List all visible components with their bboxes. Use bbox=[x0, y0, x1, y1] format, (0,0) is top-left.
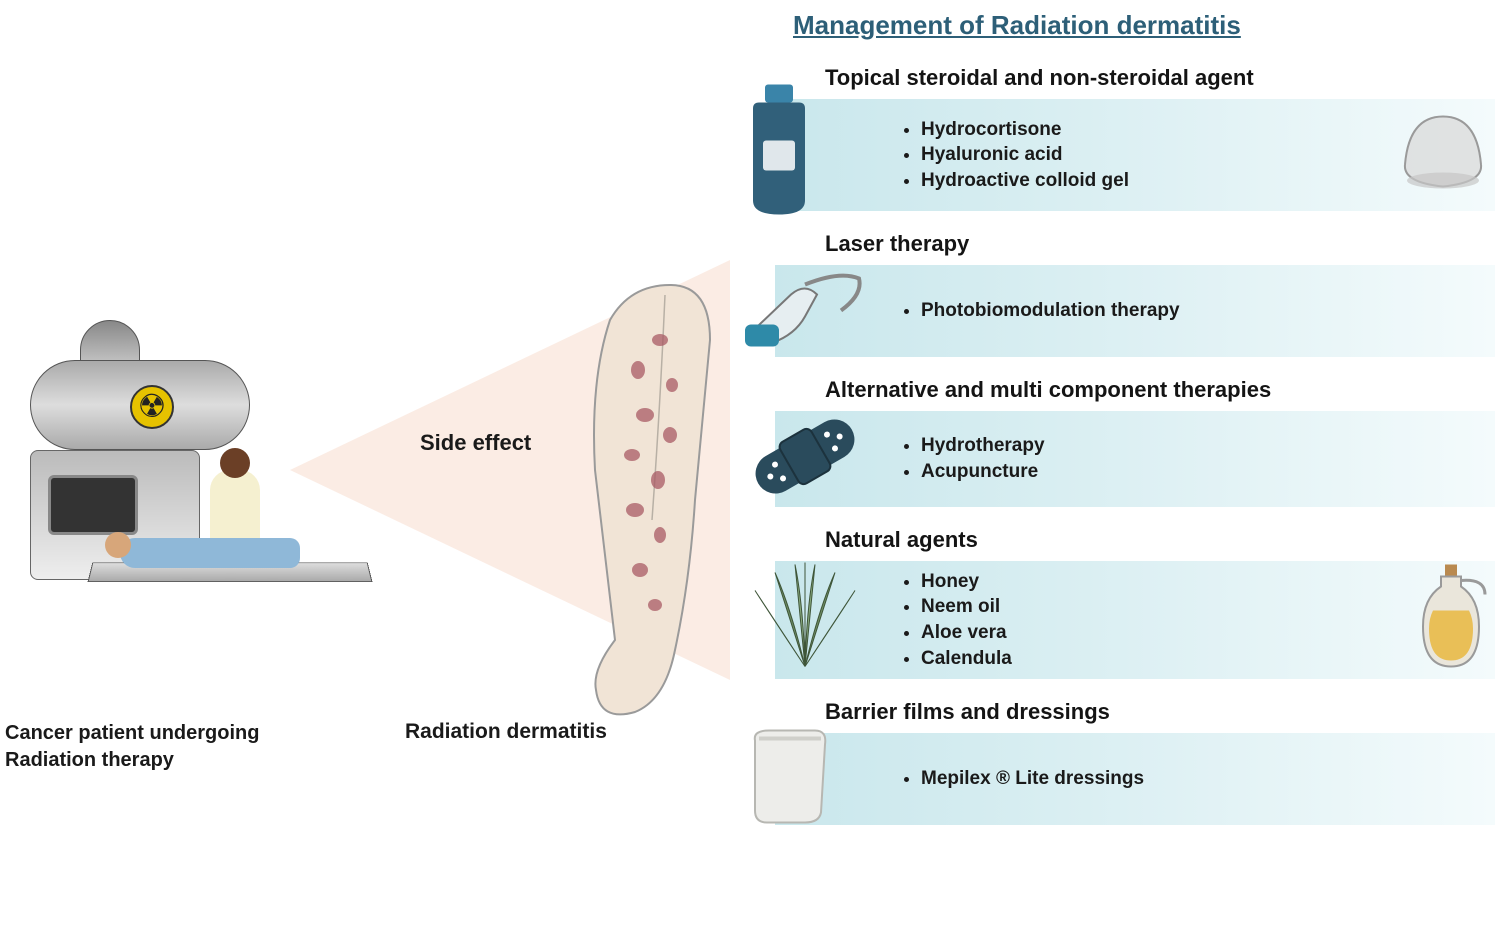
silicone-cap-icon bbox=[1399, 113, 1487, 193]
patient-figure bbox=[120, 538, 300, 568]
section-bullet-list: HydrotherapyAcupuncture bbox=[903, 433, 1045, 484]
aloe-plant-icon bbox=[745, 563, 865, 673]
dressing-pack-icon bbox=[745, 727, 831, 827]
section-bullet: Hydroactive colloid gel bbox=[921, 168, 1129, 194]
side-effect-label: Side effect bbox=[420, 430, 531, 456]
bandaid-icon-slot bbox=[745, 407, 865, 512]
section-title: Barrier films and dressings bbox=[825, 699, 1495, 725]
cap-icon-slot bbox=[1399, 113, 1487, 198]
laser-icon-slot bbox=[745, 265, 865, 358]
section-title: Natural agents bbox=[825, 527, 1495, 553]
section-title: Laser therapy bbox=[825, 231, 1495, 257]
section-bar: Photobiomodulation therapy bbox=[775, 265, 1495, 357]
management-section: Topical steroidal and non-steroidal agen… bbox=[745, 65, 1495, 211]
section-bar: HydrocortisoneHyaluronic acidHydroactive… bbox=[775, 99, 1495, 211]
section-bullet: Calendula bbox=[921, 646, 1012, 672]
section-bar: Mepilex ® Lite dressings bbox=[775, 733, 1495, 825]
section-bullet: Neem oil bbox=[921, 594, 1012, 620]
aloe-icon-slot bbox=[745, 563, 865, 678]
management-section: Laser therapy Photobiomodulation therapy bbox=[745, 231, 1495, 357]
laser-probe-icon bbox=[745, 265, 865, 353]
section-bullet: Hydrotherapy bbox=[921, 433, 1045, 459]
section-bullet-list: Photobiomodulation therapy bbox=[903, 298, 1180, 324]
section-bullet: Honey bbox=[921, 569, 1012, 595]
radiation-therapy-caption: Cancer patient undergoingRadiation thera… bbox=[5, 720, 259, 774]
technician-head bbox=[220, 448, 250, 478]
arm-dermatitis-illustration bbox=[560, 280, 730, 720]
oil-icon-slot bbox=[1415, 563, 1487, 678]
section-bullet: Photobiomodulation therapy bbox=[921, 298, 1180, 324]
section-bullet-list: HydrocortisoneHyaluronic acidHydroactive… bbox=[903, 117, 1129, 194]
section-title: Alternative and multi component therapie… bbox=[825, 377, 1495, 403]
management-section: Barrier films and dressings Mepilex ® Lit… bbox=[745, 699, 1495, 825]
tube-icon bbox=[745, 83, 813, 223]
radiation-hazard-icon bbox=[130, 385, 174, 429]
tube-icon-slot bbox=[745, 83, 813, 228]
management-title: Management of Radiation dermatitis bbox=[793, 10, 1495, 41]
bandaid-icon bbox=[745, 407, 865, 507]
section-title: Topical steroidal and non-steroidal agen… bbox=[825, 65, 1495, 91]
section-bullet: Hydrocortisone bbox=[921, 117, 1129, 143]
patient-head bbox=[105, 532, 131, 558]
section-bar: HydrotherapyAcupuncture bbox=[775, 411, 1495, 507]
management-panel: Management of Radiation dermatitis Topic… bbox=[745, 0, 1495, 845]
section-bullet-list: HoneyNeem oilAloe veraCalendula bbox=[903, 569, 1012, 672]
section-bullet-list: Mepilex ® Lite dressings bbox=[903, 766, 1144, 792]
section-bar: HoneyNeem oilAloe veraCalendula bbox=[775, 561, 1495, 679]
section-bullet: Aloe vera bbox=[921, 620, 1012, 646]
section-bullet: Hyaluronic acid bbox=[921, 142, 1129, 168]
section-bullet: Acupuncture bbox=[921, 459, 1045, 485]
section-bullet: Mepilex ® Lite dressings bbox=[921, 766, 1144, 792]
management-section: Natural agents HoneyNeem oilAloe veraCale… bbox=[745, 527, 1495, 679]
machine-screen bbox=[48, 475, 138, 535]
management-section: Alternative and multi component therapie… bbox=[745, 377, 1495, 507]
oil-bottle-icon bbox=[1415, 563, 1487, 673]
dressing-icon-slot bbox=[745, 727, 831, 832]
radiation-dermatitis-caption: Radiation dermatitis bbox=[405, 720, 607, 744]
